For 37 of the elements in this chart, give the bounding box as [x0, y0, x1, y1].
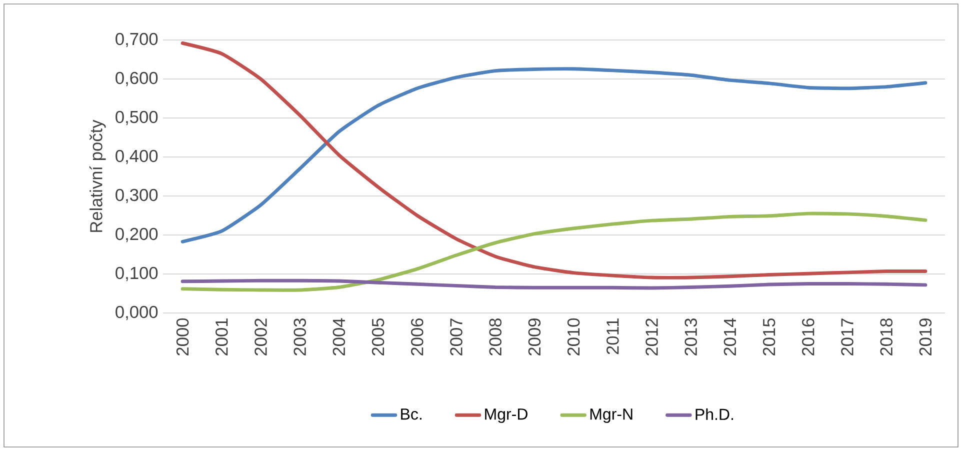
- legend-label: Bc.: [401, 408, 422, 420]
- y-tick-label: 0,000: [116, 306, 158, 320]
- x-tick-label: 2017: [841, 318, 854, 356]
- y-tick-label: 0,400: [116, 150, 158, 164]
- x-tick-label: 2004: [332, 318, 346, 356]
- y-tick-label: 0,100: [116, 266, 158, 282]
- x-tick-label: 2013: [684, 318, 697, 356]
- x-tick-label: 2016: [802, 318, 814, 356]
- y-axis-title: Relativní počty: [89, 120, 106, 232]
- legend-label: Ph.D.: [696, 408, 734, 420]
- x-tick-label: 2001: [216, 318, 228, 356]
- y-tick-label: 0,300: [116, 188, 158, 204]
- x-tick-label: 2006: [411, 318, 424, 356]
- x-tick-label: 2018: [880, 318, 892, 356]
- y-tick-label: 0,600: [116, 72, 158, 86]
- x-tick-label: 2009: [528, 318, 541, 356]
- x-tick-label: 2003: [294, 318, 306, 356]
- x-tick-label: 2012: [646, 318, 658, 356]
- y-tick-label: 0,200: [116, 228, 158, 242]
- x-tick-label: 2014: [724, 318, 736, 356]
- x-tick-label: 2005: [372, 318, 384, 356]
- line-series: [180, 41, 928, 280]
- line-series: [180, 67, 928, 244]
- x-tick-label: 2002: [254, 318, 267, 356]
- x-tick-label: 2010: [567, 318, 580, 356]
- x-tick-label: 2019: [919, 318, 932, 356]
- x-tick-label: 2000: [176, 318, 189, 356]
- y-tick-label: 0,700: [116, 32, 158, 48]
- y-tick-label: 0,500: [116, 110, 158, 126]
- x-tick-label: 2008: [489, 318, 502, 356]
- x-tick-label: 2007: [450, 318, 462, 356]
- x-tick-label: 2011: [606, 318, 619, 354]
- x-tick-label: 2015: [762, 318, 776, 356]
- legend-label: Mgr-N: [590, 408, 632, 423]
- legend-label: Mgr-D: [485, 408, 528, 423]
- line-series: [180, 212, 928, 292]
- line-series: [180, 278, 928, 290]
